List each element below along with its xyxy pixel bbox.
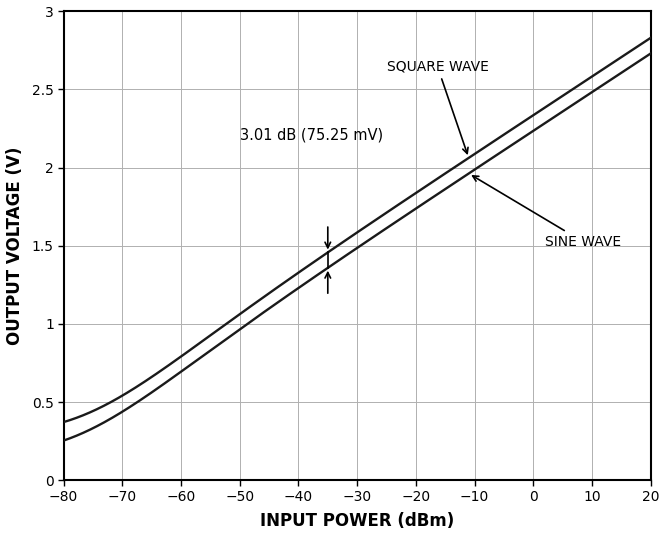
X-axis label: INPUT POWER (dBm): INPUT POWER (dBm) bbox=[260, 512, 454, 531]
Text: 3.01 dB (75.25 mV): 3.01 dB (75.25 mV) bbox=[240, 128, 383, 143]
Text: SINE WAVE: SINE WAVE bbox=[473, 176, 621, 249]
Text: SQUARE WAVE: SQUARE WAVE bbox=[386, 59, 488, 153]
Y-axis label: OUTPUT VOLTAGE (V): OUTPUT VOLTAGE (V) bbox=[5, 146, 23, 345]
